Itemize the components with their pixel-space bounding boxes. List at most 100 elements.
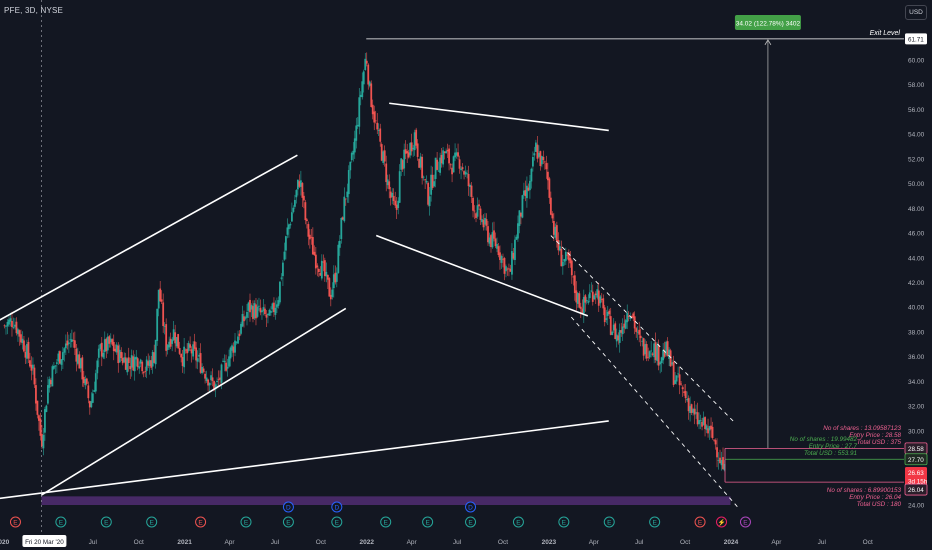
candle [26, 339, 28, 364]
candle [123, 352, 126, 364]
candle [295, 189, 298, 204]
event-marker-split[interactable]: ⚡ [716, 516, 728, 528]
trendline-rising-wedge-upper[interactable] [0, 154, 298, 322]
price-tick-label: 54.00 [908, 132, 925, 139]
candle [63, 347, 66, 362]
event-marker-earnings-green[interactable]: E [146, 516, 158, 528]
candle [395, 196, 398, 219]
event-marker-earnings-red[interactable]: E [195, 516, 207, 528]
trendline-wedge-top-line[interactable] [389, 102, 609, 132]
candle [193, 333, 196, 351]
currency-button[interactable]: USD [905, 5, 927, 20]
symbol-title[interactable]: PFE, 3D, NYSE [4, 6, 64, 15]
measure-badge[interactable]: 34.02 (122.78%) 3402 [734, 15, 801, 30]
candle [346, 183, 349, 203]
candle [299, 170, 302, 196]
candle [554, 223, 557, 240]
event-marker-earnings-green[interactable]: E [512, 516, 524, 528]
price-axis-badge: 61.71 [905, 33, 927, 45]
event-marker-earnings-red[interactable]: E [9, 516, 21, 528]
candle [264, 304, 266, 316]
candle [337, 241, 340, 274]
candle [654, 332, 657, 363]
candle [638, 321, 641, 343]
event-marker-earnings-green[interactable]: E [100, 516, 112, 528]
candle [620, 322, 623, 337]
candle [69, 333, 72, 348]
event-marker-earnings-green[interactable]: E [331, 516, 343, 528]
candle [626, 304, 629, 330]
candle [505, 264, 507, 278]
price-tick-label: 34.00 [908, 379, 925, 386]
event-marker-earnings-green[interactable]: E [282, 516, 294, 528]
event-marker-dividend[interactable]: D [282, 501, 294, 513]
time-tick-label: Jul [89, 539, 98, 546]
candle [398, 164, 401, 203]
event-marker-earnings-red[interactable]: E [694, 516, 706, 528]
price-axis[interactable]: 24.0026.0028.0030.0032.0034.0036.0038.00… [904, 33, 928, 510]
price-axis-badge: 3d 15h [905, 475, 928, 487]
candle [602, 294, 605, 316]
candle [142, 371, 145, 378]
candle [449, 163, 452, 170]
event-marker-earnings-green[interactable]: E [465, 516, 477, 528]
candle [214, 382, 217, 398]
event-marker-label: E [698, 519, 703, 526]
candle [597, 282, 600, 312]
time-tick-label: Oct [680, 539, 690, 546]
candle [567, 249, 570, 269]
candle [231, 343, 233, 357]
candle [267, 313, 269, 324]
candle [72, 332, 75, 348]
candle [67, 334, 70, 354]
event-marker-earnings-upcoming[interactable]: E [739, 516, 751, 528]
candle [91, 389, 94, 404]
event-marker-earnings-green[interactable]: E [603, 516, 615, 528]
time-tick-label: Jul [635, 539, 644, 546]
candle [509, 264, 512, 272]
candle [677, 366, 680, 378]
event-marker-earnings-green[interactable]: E [240, 516, 252, 528]
candle [241, 305, 244, 328]
candle [356, 117, 359, 129]
candle [27, 337, 30, 363]
candle [82, 370, 85, 388]
candle [605, 309, 608, 324]
candle [244, 315, 247, 321]
time-axis[interactable]: 2020 Jul Oct 2021 Apr Jul Oct 2022 Apr Jul Oct 2023… [0, 539, 873, 546]
candle [599, 294, 602, 308]
event-marker-earnings-green[interactable]: E [422, 516, 434, 528]
candle [114, 344, 117, 353]
candle [702, 411, 705, 426]
event-marker-earnings-green[interactable]: E [55, 516, 67, 528]
trendline-wedge-bottom-line[interactable] [375, 234, 589, 317]
candle [446, 143, 449, 159]
event-marker-dividend[interactable]: D [331, 501, 343, 513]
trendline-rising-wedge-lower[interactable] [41, 307, 347, 496]
candle [66, 331, 69, 350]
candle [147, 353, 150, 369]
candle [591, 284, 594, 306]
trendline-channel-lower[interactable] [570, 316, 739, 508]
candle [335, 267, 338, 288]
candle [21, 331, 24, 350]
candle [11, 311, 13, 337]
candle [259, 299, 262, 316]
candle [276, 297, 278, 314]
candle [186, 343, 189, 361]
event-marker-earnings-green[interactable]: E [649, 516, 661, 528]
event-marker-earnings-green[interactable]: E [380, 516, 392, 528]
event-marker-label: ⚡ [717, 518, 725, 526]
candle [716, 438, 718, 468]
candle [527, 183, 530, 192]
candle [551, 211, 554, 223]
event-marker-dividend[interactable]: D [465, 501, 477, 513]
candle [635, 326, 638, 338]
trendline-channel-upper[interactable] [550, 235, 736, 424]
event-marker-earnings-green[interactable]: E [558, 516, 570, 528]
candle [189, 336, 192, 352]
price-axis-badge: 26.63 [905, 466, 927, 478]
trendline-long-term-support[interactable] [0, 420, 609, 500]
candle [593, 293, 596, 301]
